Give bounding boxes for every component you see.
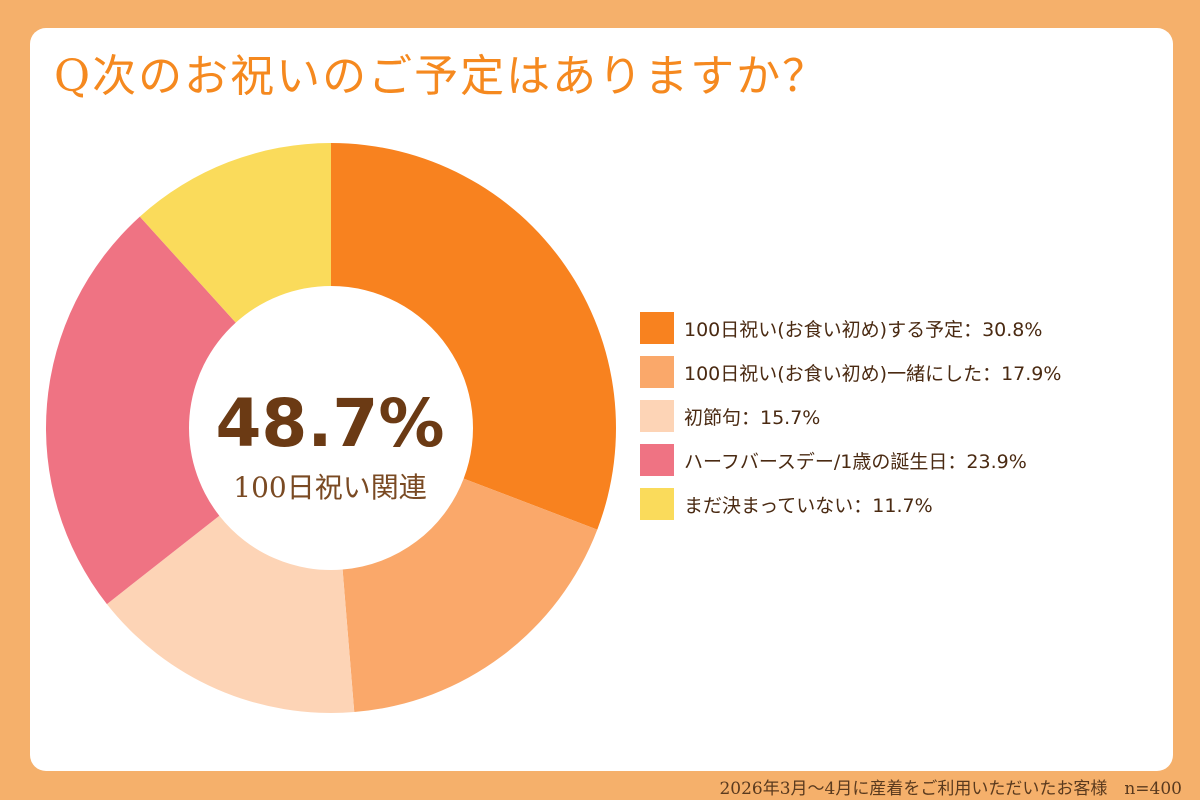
center-label: 100日祝い関連 <box>233 471 427 504</box>
legend-swatch <box>640 488 674 520</box>
legend-item-5: まだ決まっていない：11.7% <box>640 488 1061 520</box>
donut-slice-2 <box>342 478 598 713</box>
legend-item-4: ハーフバースデー/1歳の誕生日：23.9% <box>640 444 1061 476</box>
donut-slice-3 <box>106 515 355 713</box>
donut-slice-4 <box>45 216 236 605</box>
legend-item-2: 100日祝い(お食い初め)一緒にした：17.9% <box>640 356 1061 388</box>
donut-slice-1 <box>331 143 616 530</box>
center-value: 48.7% <box>215 385 445 462</box>
legend-label: 100日祝い(お食い初め)一緒にした：17.9% <box>684 362 1062 385</box>
legend-label: 100日祝い(お食い初め)する予定：30.8% <box>684 318 1043 341</box>
footer-note: 2026年3月～4月に産着をご利用いただいたお客様 n=400 <box>719 779 1182 799</box>
legend-swatch <box>640 444 674 476</box>
legend-swatch <box>640 400 674 432</box>
legend-swatch <box>640 356 674 388</box>
legend-item-1: 100日祝い(お食い初め)する予定：30.8% <box>640 312 1061 344</box>
legend-label: まだ決まっていない：11.7% <box>684 494 933 517</box>
legend-swatch <box>640 312 674 344</box>
legend-item-3: 初節句：15.7% <box>640 400 1061 432</box>
chart-title: Q次のお祝いのご予定はありますか？ <box>54 51 829 102</box>
legend-label: ハーフバースデー/1歳の誕生日：23.9% <box>684 450 1027 473</box>
donut-slice-5 <box>139 143 331 323</box>
chart-legend: 100日祝い(お食い初め)する予定：30.8% 100日祝い(お食い初め)一緒にし… <box>640 312 1061 532</box>
legend-label: 初節句：15.7% <box>684 406 821 429</box>
